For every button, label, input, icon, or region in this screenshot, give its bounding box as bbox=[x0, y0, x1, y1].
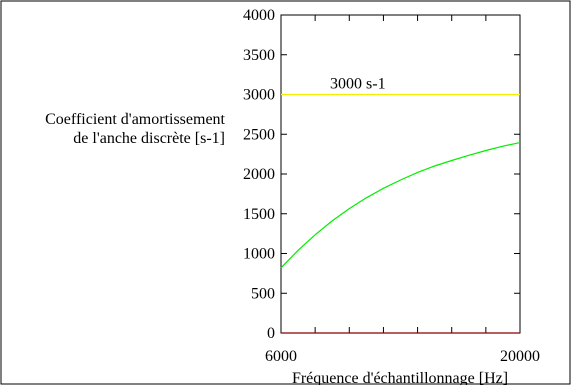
y-tick-label: 4000 bbox=[243, 7, 275, 24]
x-tick-label: 6000 bbox=[265, 348, 297, 365]
y-tick-label: 1500 bbox=[243, 206, 275, 223]
series-line-1 bbox=[280, 142, 521, 269]
x-axis-ticks: 6000 20000 bbox=[265, 15, 540, 365]
axis-titles: Coefficient d'amortissement de l'anche di… bbox=[45, 111, 508, 385]
y-tick-label: 500 bbox=[251, 285, 275, 302]
annotation-label: 3000 s-1 bbox=[330, 76, 386, 93]
y-tick-label: 0 bbox=[267, 325, 275, 342]
annotation-layer: 3000 s-1 bbox=[330, 76, 386, 93]
y-tick-label: 2000 bbox=[243, 166, 275, 183]
y-tick-label: 3000 bbox=[243, 87, 275, 104]
y-tick-label: 3500 bbox=[243, 47, 275, 64]
series-layer bbox=[280, 93, 521, 334]
y-tick-label: 2500 bbox=[243, 126, 275, 143]
x-axis-title: Fréquence d'échantillonnage [Hz] bbox=[292, 370, 508, 385]
y-axis-title-line: Coefficient d'amortissement bbox=[45, 111, 225, 128]
x-tick-label: 20000 bbox=[500, 348, 540, 365]
y-axis-title-line: de l'anche discrète [s-1] bbox=[73, 130, 225, 147]
y-tick-label: 1000 bbox=[243, 246, 275, 263]
